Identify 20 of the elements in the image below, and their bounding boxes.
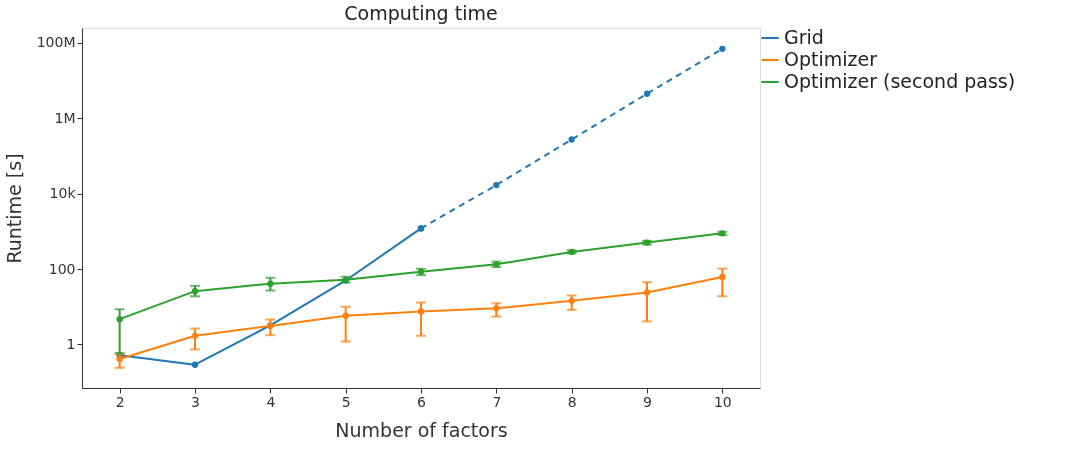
y-tick-label: 100 xyxy=(48,260,76,277)
legend-label: Optimizer (second pass) xyxy=(784,70,1016,92)
x-tick-label: 2 xyxy=(115,393,125,410)
x-tick-label: 5 xyxy=(341,393,351,410)
x-tick-label: 8 xyxy=(567,393,577,410)
x-tick-label: 3 xyxy=(191,393,200,410)
x-axis-title: Number of factors xyxy=(335,418,508,441)
x-tick-label: 7 xyxy=(492,393,502,410)
chart-title: Computing time xyxy=(344,2,498,24)
x-tick-label: 9 xyxy=(643,393,652,410)
y-tick-label: 1 xyxy=(66,335,76,352)
legend-label: Optimizer xyxy=(784,48,878,70)
legend-label: Grid xyxy=(784,26,824,48)
y-axis-title: Runtime [s] xyxy=(2,153,25,264)
x-tick-label: 6 xyxy=(417,393,427,410)
x-tick-label: 10 xyxy=(713,393,732,410)
y-tick-label: 1M xyxy=(54,109,76,126)
x-tick-label: 4 xyxy=(266,393,276,410)
y-tick-label: 100M xyxy=(36,34,76,51)
y-tick-label: 10k xyxy=(49,185,77,202)
